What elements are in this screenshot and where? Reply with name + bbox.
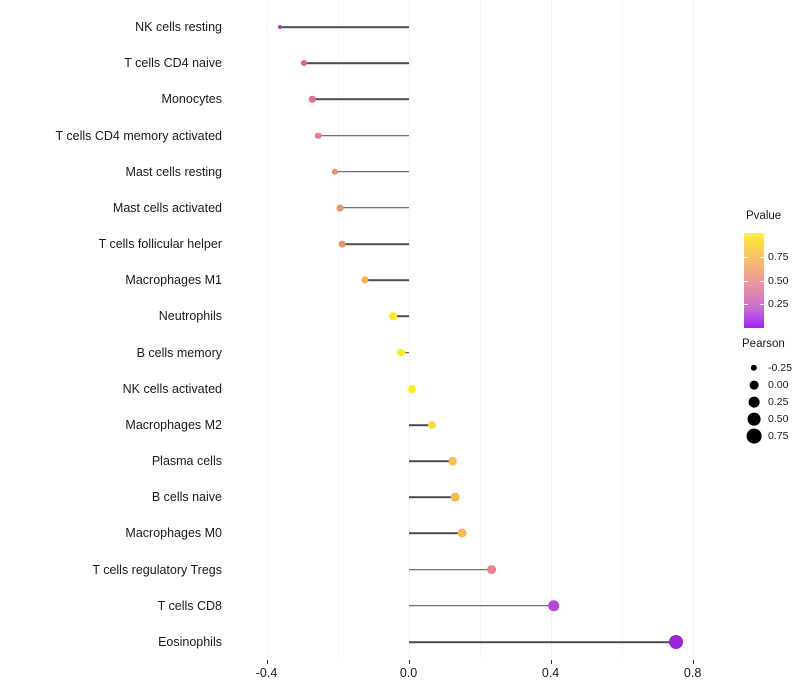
lollipop-stem xyxy=(408,641,676,643)
gridline-major xyxy=(550,0,552,660)
x-axis: -0.4 0.0 0.4 0.8 xyxy=(0,660,800,700)
size-legend-dot xyxy=(746,428,762,444)
pearson-legend-title: Pearson xyxy=(742,338,785,350)
x-axis-tick-label: -0.4 xyxy=(255,666,278,680)
colorbar-tick xyxy=(760,304,764,306)
size-legend-dot xyxy=(750,364,758,372)
lollipop-point[interactable] xyxy=(668,635,683,649)
gridline-minor xyxy=(479,0,481,660)
lollipop-point[interactable] xyxy=(338,240,346,248)
lollipop-stem xyxy=(408,568,492,571)
lollipop-stem xyxy=(303,62,409,64)
size-legend-label: 0.75 xyxy=(768,430,789,442)
lollipop-point[interactable] xyxy=(457,528,467,538)
colorbar-tick-label: 0.75 xyxy=(768,250,789,263)
size-legend-label: 0.00 xyxy=(768,379,789,391)
x-axis-tick-mark xyxy=(266,660,268,664)
colorbar-tick xyxy=(760,280,764,282)
y-axis-tick-label: NK cells activated xyxy=(122,381,222,396)
size-legend-label: 0.50 xyxy=(768,413,789,425)
lollipop-stem xyxy=(340,207,409,209)
y-axis-tick-label: T cells CD4 naive xyxy=(124,55,222,70)
legend-area: Pvalue Pearson 0.75 0.50 0.25 -0.25 0.00 0.25… xyxy=(736,210,800,460)
lollipop-stem xyxy=(408,605,554,607)
pvalue-legend-title: Pvalue xyxy=(746,210,782,222)
colorbar-tick-label: 0.50 xyxy=(768,274,789,287)
lollipop-point[interactable] xyxy=(389,312,397,321)
y-axis-labels: NK cells resting T cells CD4 naive Monocyt… xyxy=(0,0,223,700)
y-axis-tick-label: T cells follicular helper xyxy=(98,236,222,251)
gridline-minor xyxy=(337,0,339,660)
gridline-minor xyxy=(621,0,623,660)
lollipop-point[interactable] xyxy=(277,25,282,29)
y-axis-tick-label: B cells memory xyxy=(136,345,222,360)
lollipop-stem xyxy=(341,243,409,245)
lollipop-stem xyxy=(279,26,409,28)
colorbar-tick xyxy=(760,256,764,258)
x-axis-tick-mark xyxy=(550,660,552,664)
y-axis-tick-label: Mast cells resting xyxy=(125,164,222,179)
colorbar-tick xyxy=(744,280,748,282)
y-axis-tick-label: Eosinophils xyxy=(158,634,222,649)
lollipop-point[interactable] xyxy=(309,96,316,103)
colorbar-tick xyxy=(744,256,748,258)
y-axis-tick-label: Plasma cells xyxy=(151,453,222,468)
size-legend-dot xyxy=(749,380,759,390)
lollipop-point[interactable] xyxy=(336,204,344,212)
lollipop-stem xyxy=(318,134,409,137)
y-axis-tick-label: B cells naive xyxy=(151,490,222,505)
lollipop-stem xyxy=(392,315,409,318)
size-legend-dot xyxy=(747,412,761,426)
x-axis-tick-mark xyxy=(692,660,694,664)
lollipop-point[interactable] xyxy=(486,564,497,575)
gridline-major xyxy=(266,0,268,660)
colorbar-tick-label: 0.25 xyxy=(768,298,789,311)
lollipop-stem xyxy=(312,98,409,101)
lollipop-point[interactable] xyxy=(450,492,460,502)
lollipop-stem xyxy=(335,170,409,173)
lollipop-point[interactable] xyxy=(331,168,339,175)
x-axis-tick-label: 0.0 xyxy=(399,666,418,680)
lollipop-point[interactable] xyxy=(300,60,307,67)
x-axis-tick-mark xyxy=(408,660,410,664)
y-axis-tick-label: Neutrophils xyxy=(158,309,222,324)
y-axis-tick-label: T cells CD4 memory activated xyxy=(55,128,223,143)
x-axis-tick-label: 0.8 xyxy=(683,666,702,680)
lollipop-point[interactable] xyxy=(408,384,417,393)
gridline-major xyxy=(408,0,410,660)
y-axis-tick-label: NK cells resting xyxy=(135,19,222,34)
lollipop-point[interactable] xyxy=(547,600,560,612)
x-axis-tick-label: 0.4 xyxy=(541,666,560,680)
pvalue-colorbar xyxy=(744,233,764,328)
lollipop-point[interactable] xyxy=(427,420,437,430)
lollipop-stem xyxy=(408,424,432,426)
lollipop-stem xyxy=(408,460,453,462)
lollipop-stem xyxy=(400,351,409,354)
y-axis-tick-label: Monocytes xyxy=(161,92,222,107)
size-legend-label: 0.25 xyxy=(768,396,789,408)
y-axis-tick-label: Macrophages M2 xyxy=(125,417,222,432)
lollipop-stem xyxy=(364,279,409,282)
y-axis-tick-label: T cells regulatory Tregs xyxy=(92,562,222,577)
gridline-major xyxy=(692,0,694,660)
lollipop-point[interactable] xyxy=(448,456,457,466)
lollipop-stem xyxy=(408,532,463,535)
y-axis-tick-label: Macrophages M1 xyxy=(125,272,222,287)
y-axis-tick-label: Mast cells activated xyxy=(112,200,222,215)
lollipop-stem xyxy=(408,496,456,499)
lollipop-point[interactable] xyxy=(360,276,369,284)
size-legend-dot xyxy=(748,396,760,408)
size-legend-label: -0.25 xyxy=(768,362,792,374)
y-axis-tick-label: Macrophages M0 xyxy=(125,526,222,541)
plot-panel xyxy=(231,0,721,660)
lollipop-point[interactable] xyxy=(396,348,405,357)
colorbar-tick xyxy=(744,304,748,306)
lollipop-point[interactable] xyxy=(315,132,322,139)
y-axis-tick-label: T cells CD8 xyxy=(157,598,222,613)
